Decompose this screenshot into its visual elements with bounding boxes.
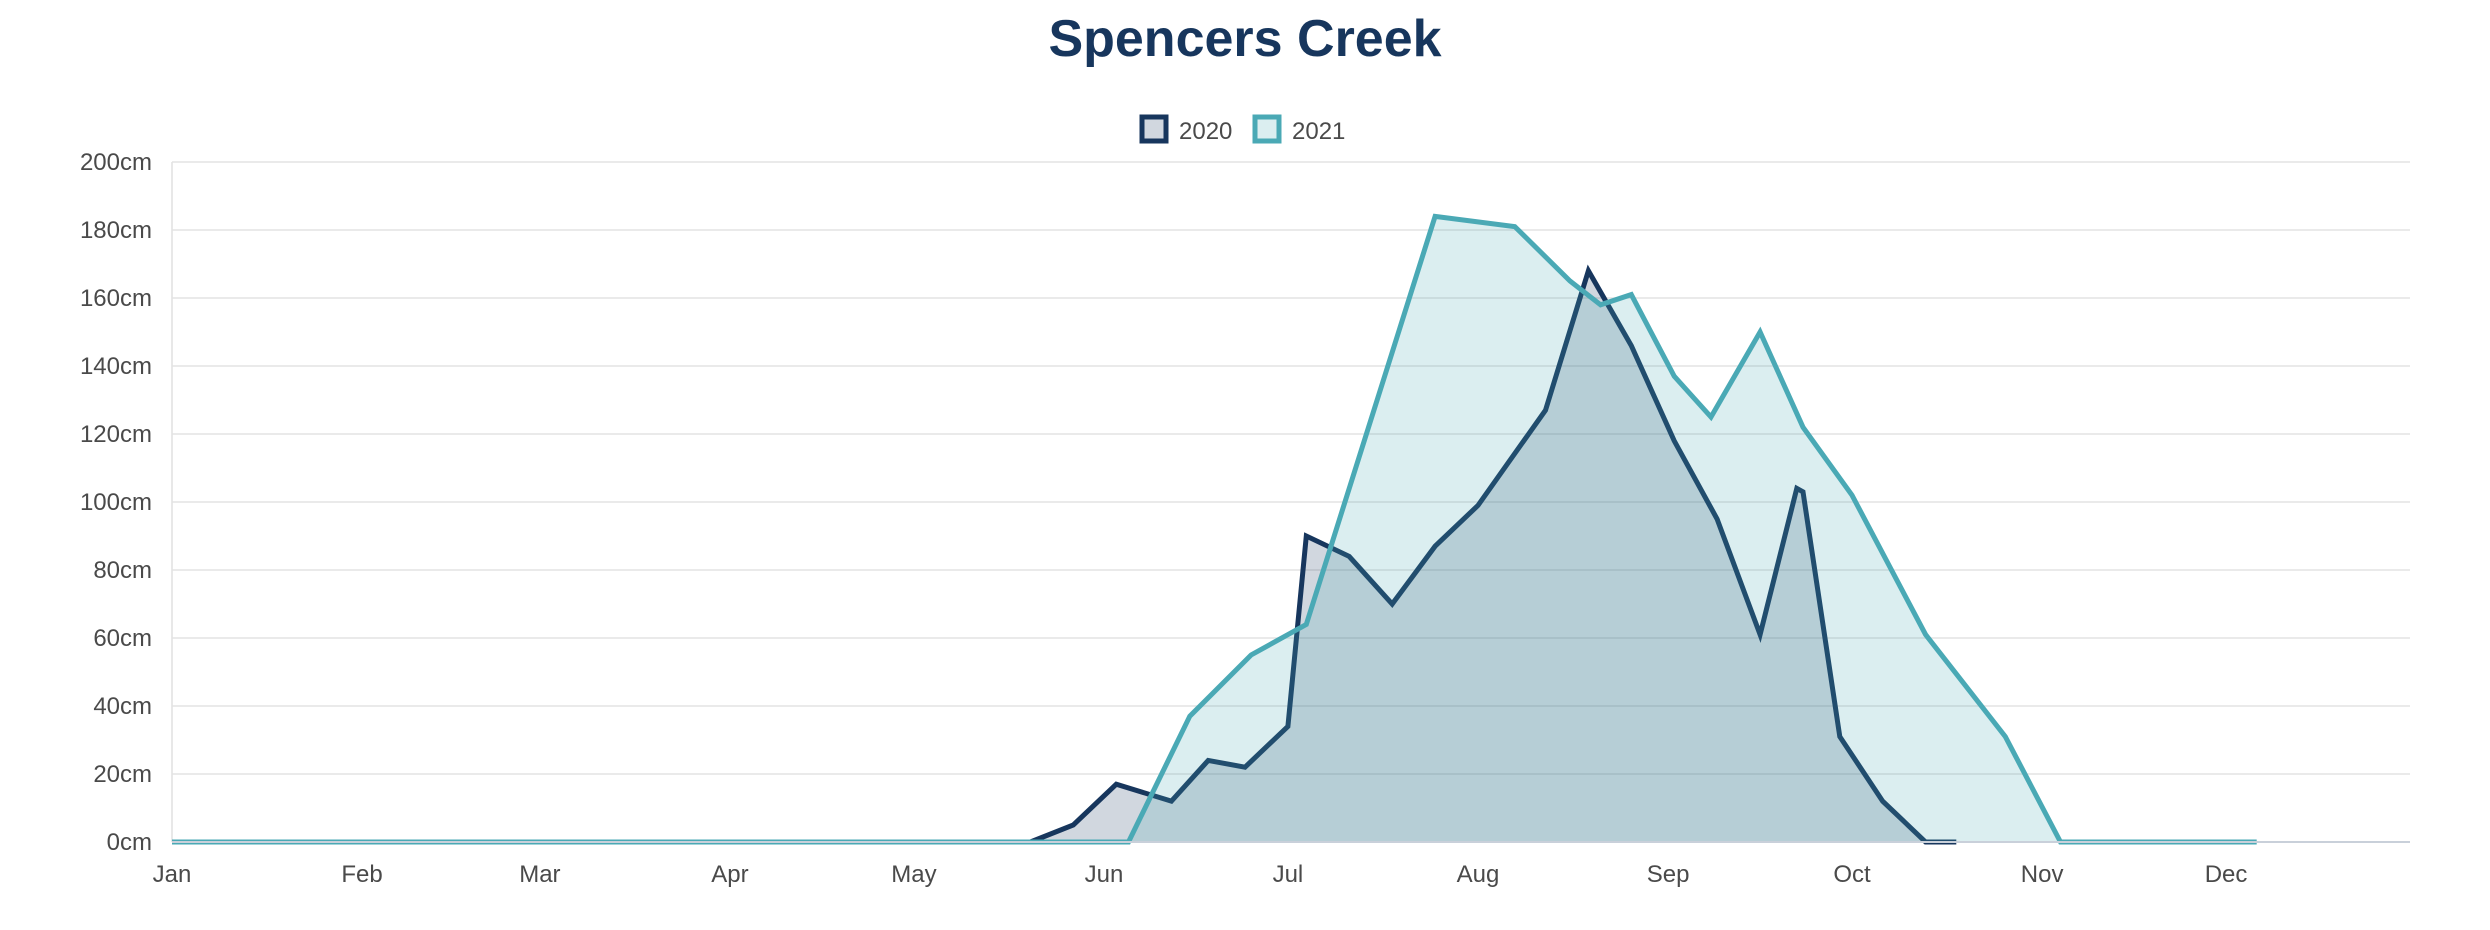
x-tick-label-jul: Jul bbox=[1273, 861, 1304, 888]
x-tick-label-dec: Dec bbox=[2205, 861, 2248, 888]
y-tick-label-160: 160cm bbox=[80, 285, 152, 312]
legend-item-2020[interactable]: 2020 bbox=[1139, 114, 1232, 145]
area-fill-2021 bbox=[172, 216, 2257, 842]
series-line-2020[interactable] bbox=[1029, 264, 1957, 845]
y-tick-label-40: 40cm bbox=[93, 693, 152, 720]
x-tick-label-mar: Mar bbox=[519, 861, 560, 888]
series-2020 bbox=[1029, 264, 1957, 845]
y-tick-label-120: 120cm bbox=[80, 421, 152, 448]
series-2021 bbox=[172, 213, 2257, 845]
x-tick-label-nov: Nov bbox=[2021, 861, 2064, 888]
series-line-2021[interactable] bbox=[172, 213, 2257, 845]
y-tick-label-200: 200cm bbox=[80, 149, 152, 176]
x-tick-label-feb: Feb bbox=[341, 861, 382, 888]
y-tick-label-80: 80cm bbox=[93, 557, 152, 584]
y-tick-label-0: 0cm bbox=[107, 829, 152, 856]
area-fill-2020 bbox=[1030, 270, 1957, 842]
x-tick-label-jun: Jun bbox=[1085, 861, 1124, 888]
chart-title: Spencers Creek bbox=[1048, 10, 1441, 68]
y-axis-ticks: 0cm 20cm 40cm 60cm 80cm 100cm 120cm 140cm 160cm 1… bbox=[80, 149, 152, 856]
x-axis-ticks: Jan Feb Mar Apr May Jun Jul Aug Sep Oct Nov Dec bbox=[153, 861, 2248, 888]
x-tick-label-sep: Sep bbox=[1647, 861, 1690, 888]
legend-swatch-2021[interactable] bbox=[1252, 114, 1282, 144]
y-tick-label-100: 100cm bbox=[80, 489, 152, 516]
y-tick-label-20: 20cm bbox=[93, 761, 152, 788]
legend-label-2020[interactable]: 2020 bbox=[1179, 118, 1232, 145]
legend-swatch-2020[interactable] bbox=[1139, 114, 1169, 144]
x-tick-label-may: May bbox=[891, 861, 936, 888]
legend-item-2021[interactable]: 2021 bbox=[1252, 114, 1345, 145]
series-layer bbox=[172, 213, 2257, 845]
x-tick-label-jan: Jan bbox=[153, 861, 192, 888]
x-tick-label-aug: Aug bbox=[1457, 861, 1500, 888]
legend[interactable]: 2020 2021 bbox=[1139, 114, 1345, 145]
x-tick-label-apr: Apr bbox=[711, 861, 748, 888]
y-tick-label-180: 180cm bbox=[80, 217, 152, 244]
grid-lines bbox=[171, 161, 2410, 842]
y-tick-label-60: 60cm bbox=[93, 625, 152, 652]
x-tick-label-oct: Oct bbox=[1833, 861, 1871, 888]
y-tick-label-140: 140cm bbox=[80, 353, 152, 380]
legend-label-2021[interactable]: 2021 bbox=[1292, 118, 1345, 145]
